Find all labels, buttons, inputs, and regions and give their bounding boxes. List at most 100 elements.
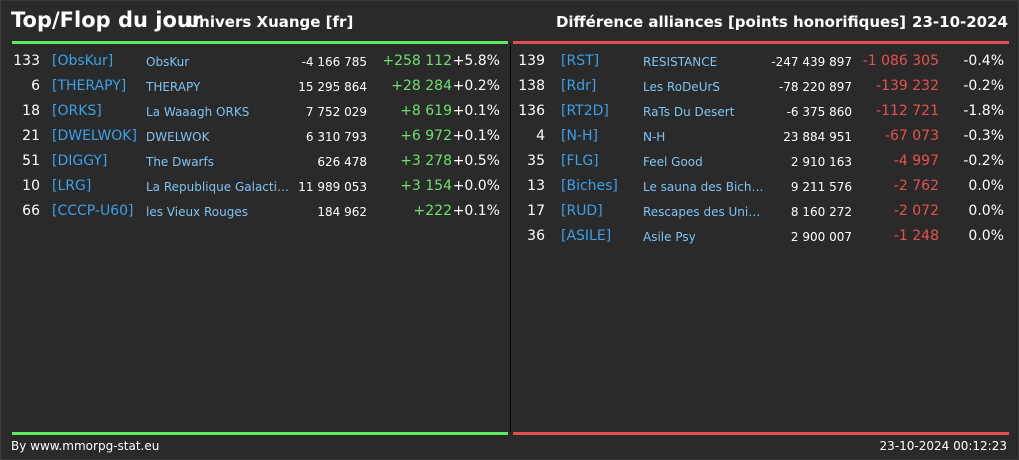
alliance-name-link[interactable]: N-H bbox=[643, 130, 666, 144]
percent-cell: +0.5% bbox=[452, 153, 500, 169]
alliance-name-link[interactable]: RESISTANCE bbox=[643, 55, 718, 69]
diff-cell: +3 154 bbox=[400, 178, 452, 194]
points-cell: 9 211 576 bbox=[790, 180, 852, 194]
diff-cell: -2 072 bbox=[893, 203, 939, 219]
diff-cell: +8 619 bbox=[400, 103, 452, 119]
points-cell: 23 884 951 bbox=[783, 130, 852, 144]
alliance-name-link[interactable]: Feel Good bbox=[643, 155, 703, 169]
points-cell: 2 910 163 bbox=[790, 155, 852, 169]
flop-bottom-line bbox=[513, 432, 1009, 435]
diff-cell: +258 112 bbox=[382, 53, 452, 69]
flop-accent-line bbox=[513, 41, 1009, 44]
points-cell: -247 439 897 bbox=[771, 55, 852, 69]
rank-cell: 4 bbox=[536, 128, 545, 144]
percent-cell: +5.8% bbox=[452, 53, 500, 69]
alliance-name-link[interactable]: Asile Psy bbox=[643, 230, 696, 244]
percent-cell: 0.0% bbox=[968, 228, 1004, 244]
percent-cell: +0.2% bbox=[452, 78, 500, 94]
top-table: 133 [ObsKur] ObsKur -4 166 785 +258 112 +5.8%… bbox=[12, 51, 508, 226]
rank-cell: 66 bbox=[22, 203, 40, 219]
alliance-tag-link[interactable]: [ObsKur] bbox=[52, 53, 114, 69]
alliance-tag-link[interactable]: [Biches] bbox=[561, 178, 618, 194]
alliance-name-link[interactable]: La Waaagh ORKS bbox=[146, 105, 250, 119]
alliance-tag-link[interactable]: [DIGGY] bbox=[52, 153, 108, 169]
alliance-tag-link[interactable]: [CCCP-U60] bbox=[52, 203, 134, 219]
percent-cell: -0.2% bbox=[963, 78, 1004, 94]
alliance-tag-link[interactable]: [RT2D] bbox=[561, 103, 609, 119]
diff-cell: -67 073 bbox=[884, 128, 939, 144]
percent-cell: -0.3% bbox=[963, 128, 1004, 144]
percent-cell: -1.8% bbox=[963, 103, 1004, 119]
alliance-tag-link[interactable]: [RUD] bbox=[561, 203, 603, 219]
top-row: 51 [DIGGY] The Dwarfs 626 478 +3 278 +0.5% bbox=[12, 151, 508, 176]
rank-cell: 18 bbox=[22, 103, 40, 119]
alliance-name-link[interactable]: THERAPY bbox=[146, 80, 201, 94]
diff-cell: -4 997 bbox=[893, 153, 939, 169]
alliance-name-link[interactable]: les Vieux Rouges bbox=[146, 205, 248, 219]
alliance-name-link[interactable]: Les RoDeUrS bbox=[643, 80, 721, 94]
diff-cell: -112 721 bbox=[876, 103, 939, 119]
top-row: 66 [CCCP-U60] les Vieux Rouges 184 962 +222 +… bbox=[12, 201, 508, 226]
top-row: 18 [ORKS] La Waaagh ORKS 7 752 029 +8 619 +0.… bbox=[12, 101, 508, 126]
flop-table: 139 [RST] RESISTANCE -247 439 897 -1 086 305… bbox=[513, 51, 1009, 251]
top-row: 6 [THERAPY] THERAPY 15 295 864 +28 284 +0.2% bbox=[12, 76, 508, 101]
points-cell: 2 900 007 bbox=[790, 230, 852, 244]
points-cell: 184 962 bbox=[317, 205, 367, 219]
percent-cell: +0.0% bbox=[452, 178, 500, 194]
top-row: 133 [ObsKur] ObsKur -4 166 785 +258 112 +5.8% bbox=[12, 51, 508, 76]
rank-cell: 136 bbox=[518, 103, 545, 119]
alliance-name-link[interactable]: The Dwarfs bbox=[146, 155, 214, 169]
universe-label: Univers Xuange [fr] bbox=[187, 13, 354, 31]
alliance-tag-link[interactable]: [LRG] bbox=[52, 178, 92, 194]
rank-cell: 13 bbox=[527, 178, 545, 194]
rank-cell: 10 bbox=[22, 178, 40, 194]
alliance-name-link[interactable]: Rescapes des Univ... bbox=[643, 205, 765, 219]
diff-cell: +6 972 bbox=[400, 128, 452, 144]
alliance-name-link[interactable]: DWELWOK bbox=[146, 130, 210, 144]
percent-cell: -0.2% bbox=[963, 153, 1004, 169]
points-cell: 626 478 bbox=[317, 155, 367, 169]
column-divider bbox=[510, 44, 511, 432]
flop-row: 4 [N-H] N-H 23 884 951 -67 073 -0.3% bbox=[513, 126, 1009, 151]
diff-cell: +28 284 bbox=[391, 78, 452, 94]
alliance-tag-link[interactable]: [N-H] bbox=[561, 128, 598, 144]
alliance-name-link[interactable]: La Republique Galactique bbox=[146, 180, 292, 194]
rank-cell: 51 bbox=[22, 153, 40, 169]
rank-cell: 138 bbox=[518, 78, 545, 94]
alliance-tag-link[interactable]: [ORKS] bbox=[52, 103, 102, 119]
top-accent-line bbox=[12, 41, 508, 44]
alliance-tag-link[interactable]: [FLG] bbox=[561, 153, 599, 169]
points-cell: -4 166 785 bbox=[301, 55, 367, 69]
flop-row: 35 [FLG] Feel Good 2 910 163 -4 997 -0.2% bbox=[513, 151, 1009, 176]
diff-cell: -139 232 bbox=[876, 78, 939, 94]
flop-row: 36 [ASILE] Asile Psy 2 900 007 -1 248 0.0% bbox=[513, 226, 1009, 251]
flop-row: 139 [RST] RESISTANCE -247 439 897 -1 086 305… bbox=[513, 51, 1009, 76]
alliance-name-link[interactable]: RaTs Du Desert bbox=[643, 105, 735, 119]
alliance-tag-link[interactable]: [THERAPY] bbox=[52, 78, 127, 94]
subtitle: Différence alliances [points honorifique… bbox=[555, 13, 906, 31]
diff-cell: -1 086 305 bbox=[862, 53, 939, 69]
alliance-tag-link[interactable]: [ASILE] bbox=[561, 228, 612, 244]
percent-cell: -0.4% bbox=[963, 53, 1004, 69]
alliance-name-link[interactable]: ObsKur bbox=[146, 55, 190, 69]
footer-credit: By www.mmorpg-stat.eu bbox=[11, 439, 160, 453]
points-cell: 15 295 864 bbox=[298, 80, 367, 94]
points-cell: -6 375 860 bbox=[786, 105, 852, 119]
points-cell: 7 752 029 bbox=[305, 105, 367, 119]
rank-cell: 21 bbox=[22, 128, 40, 144]
header: Top/Flop du jour Univers Xuange [fr] Dif… bbox=[1, 1, 1019, 41]
alliance-name-link[interactable]: Le sauna des Biche... bbox=[643, 180, 765, 194]
points-cell: 11 989 053 bbox=[298, 180, 367, 194]
rank-cell: 17 bbox=[527, 203, 545, 219]
alliance-tag-link[interactable]: [DWELWOK] bbox=[52, 128, 137, 144]
rank-cell: 139 bbox=[518, 53, 545, 69]
alliance-tag-link[interactable]: [RST] bbox=[561, 53, 600, 69]
diff-cell: +3 278 bbox=[400, 153, 452, 169]
percent-cell: +0.1% bbox=[452, 128, 500, 144]
flop-row: 13 [Biches] Le sauna des Biche... 9 211 576… bbox=[513, 176, 1009, 201]
diff-cell: +222 bbox=[413, 203, 452, 219]
percent-cell: +0.1% bbox=[452, 203, 500, 219]
rank-cell: 35 bbox=[527, 153, 545, 169]
alliance-tag-link[interactable]: [Rdr] bbox=[561, 78, 597, 94]
